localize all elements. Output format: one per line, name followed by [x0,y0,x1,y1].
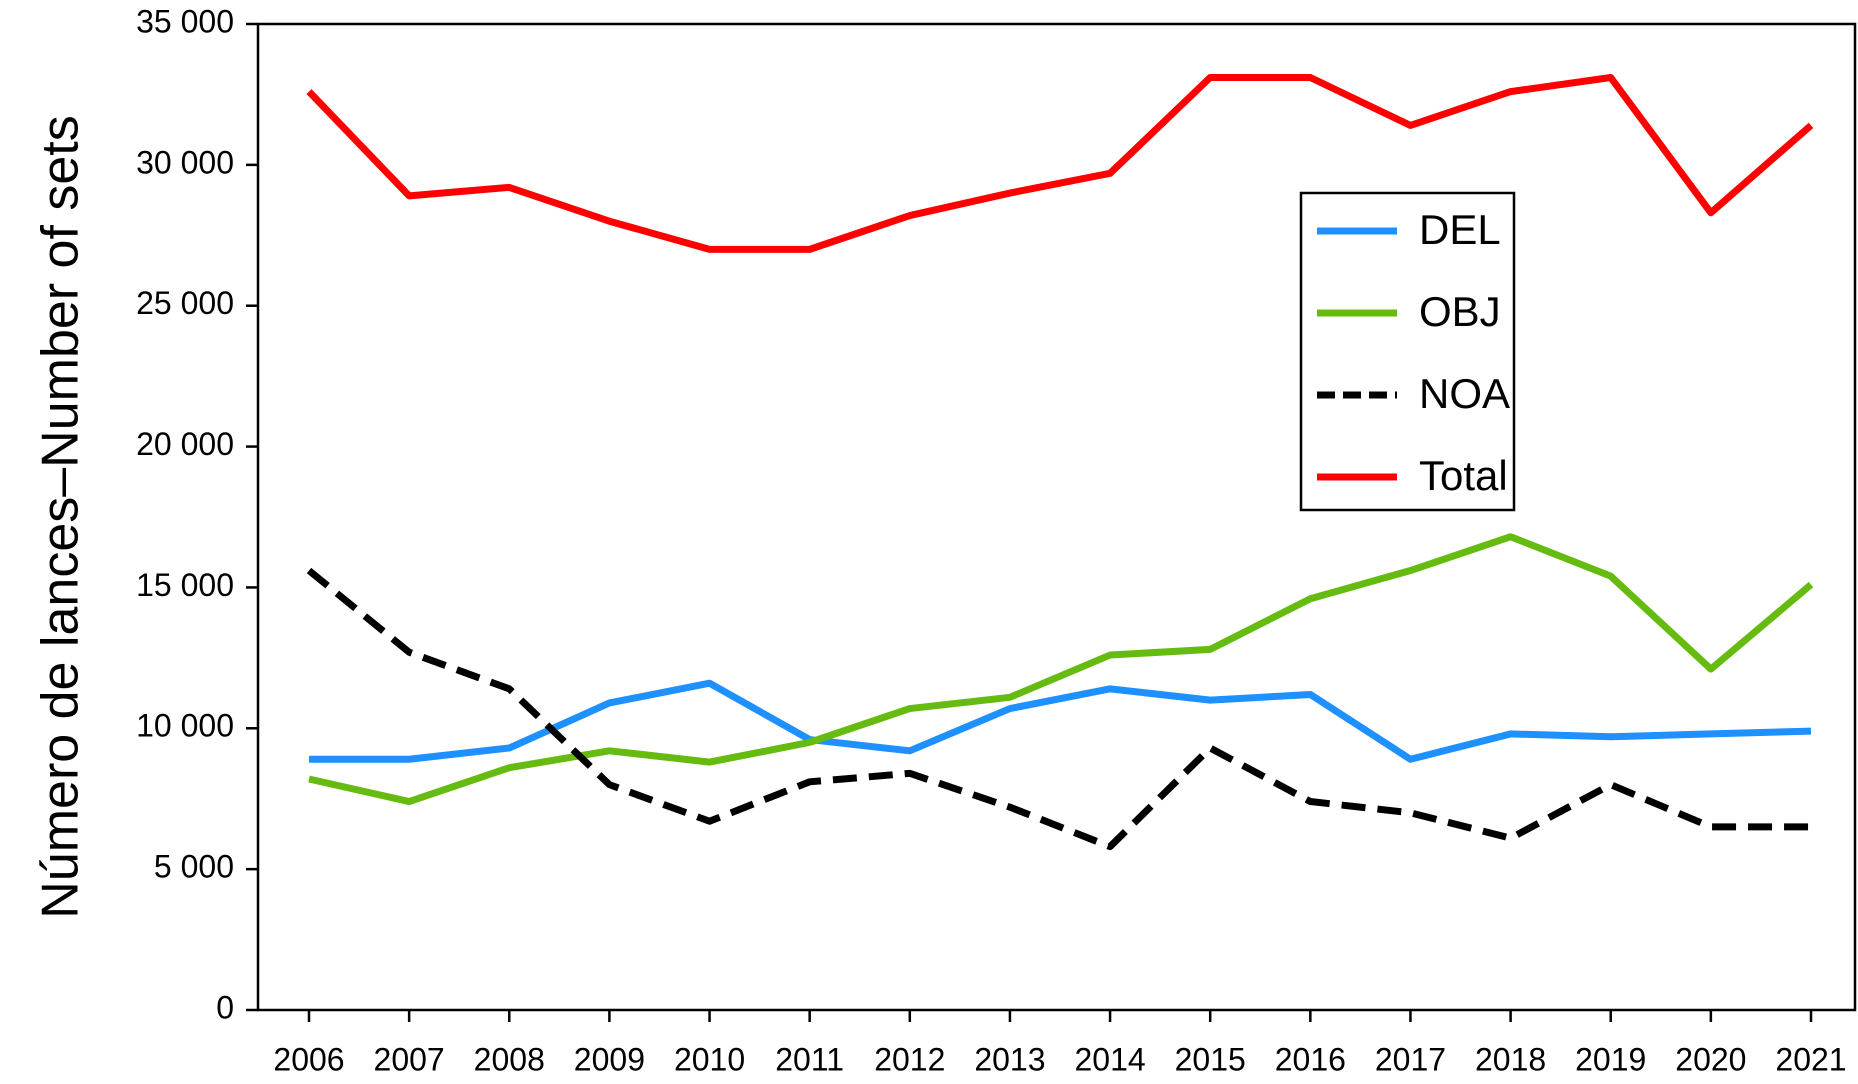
legend-label: DEL [1419,206,1501,253]
legend-label: OBJ [1419,288,1501,335]
x-tick-label: 2013 [974,1041,1045,1077]
series-line [308,533,1814,806]
x-tick-label: 2017 [1375,1041,1446,1077]
legend-label: NOA [1419,370,1510,417]
x-tick-label: 2010 [674,1041,745,1077]
y-tick-label: 0 [216,989,234,1025]
x-tick-label: 2008 [474,1041,545,1077]
x-tick-label: 2021 [1775,1041,1846,1077]
x-tick-label: 2020 [1675,1041,1746,1077]
y-axis-title: Número de lances–Number of sets [32,115,90,919]
y-tick-label: 30 000 [136,144,234,180]
legend-label: Total [1419,452,1508,499]
y-tick-label: 25 000 [136,285,234,321]
legend-box [1299,191,1516,512]
series-line [309,679,1812,763]
y-tick-label: 5 000 [154,849,234,885]
series-line [306,74,1814,253]
x-tick-label: 2016 [1275,1041,1346,1077]
x-tick-label: 2015 [1175,1041,1246,1077]
x-tick-label: 2012 [874,1041,945,1077]
x-tick-label: 2009 [574,1041,645,1077]
x-tick-label: 2007 [374,1041,445,1077]
x-tick-label: 2014 [1074,1041,1145,1077]
x-tick-label: 2019 [1575,1041,1646,1077]
series-line [306,567,1811,851]
y-tick-label: 20 000 [136,426,234,462]
x-tick-label: 2018 [1475,1041,1546,1077]
x-tick-label: 2011 [775,1041,844,1077]
plot-frame [256,22,1857,1012]
x-tick-label: 2006 [273,1041,344,1077]
y-tick-label: 35 000 [136,3,234,39]
y-tick-label: 10 000 [136,708,234,744]
y-tick-label: 15 000 [136,567,234,603]
